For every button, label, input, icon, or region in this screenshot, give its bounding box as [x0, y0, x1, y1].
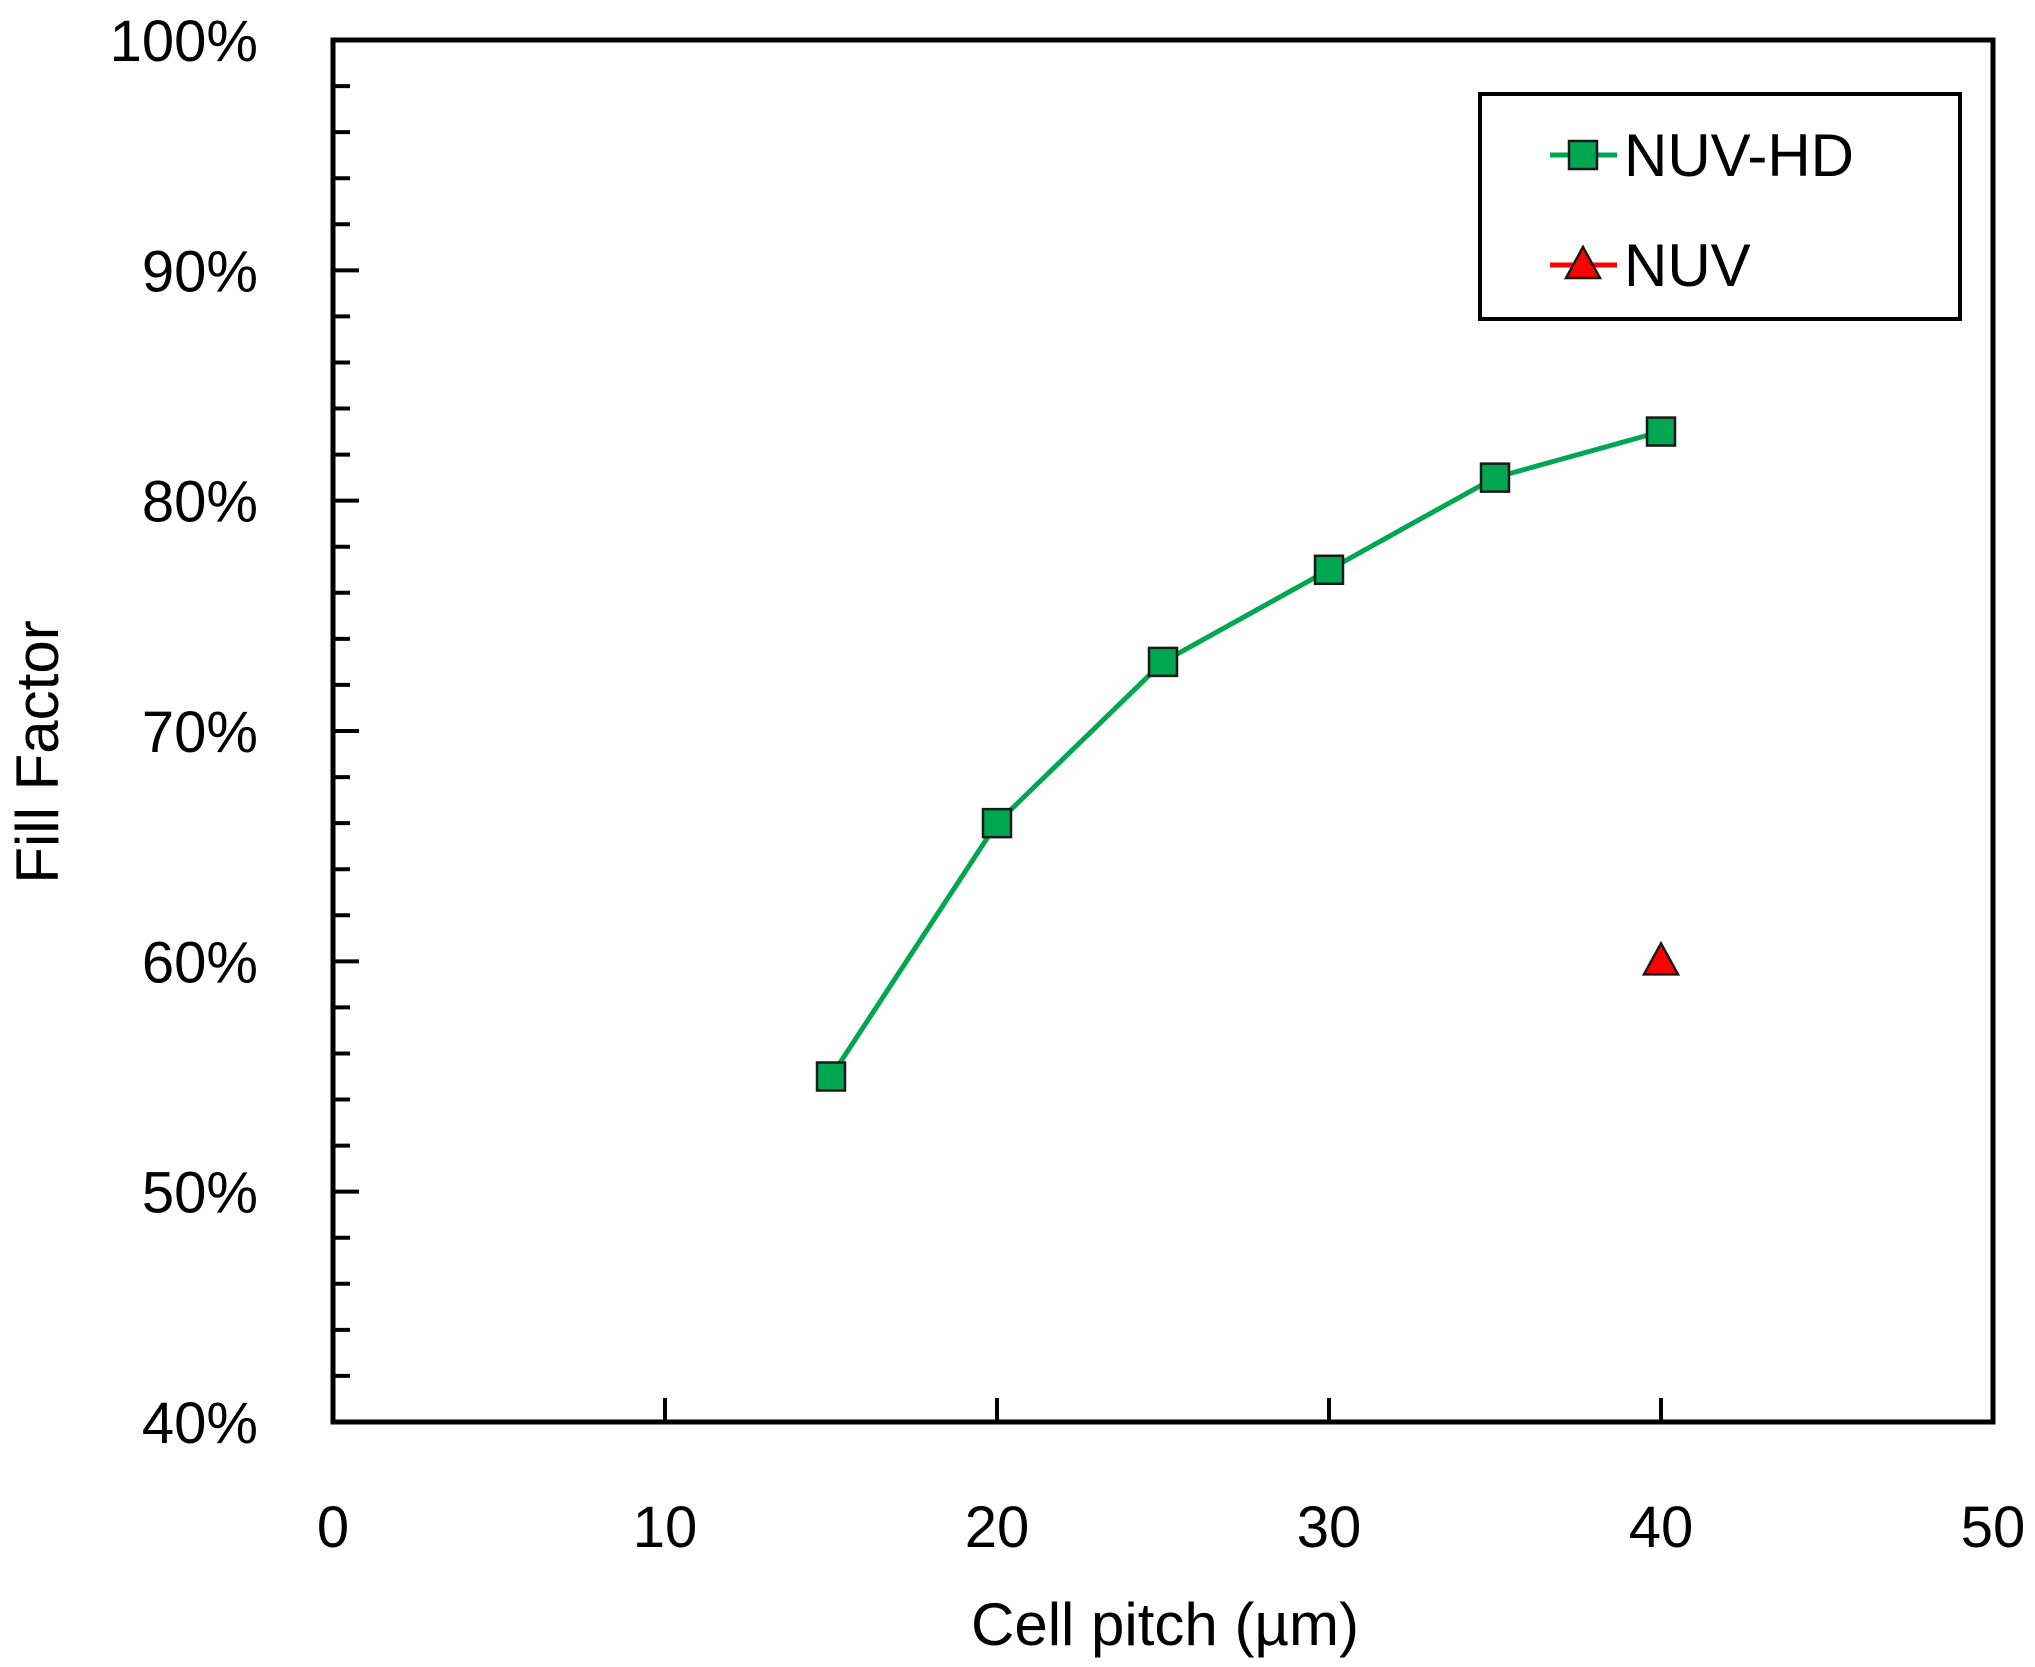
x-tick-label: 10	[633, 1495, 698, 1560]
legend-nuv-marker	[1563, 244, 1603, 280]
legend-nuv-label: NUV	[1624, 232, 1751, 299]
x-tick-label: 30	[1297, 1495, 1362, 1560]
nuv-hd-point	[815, 1061, 847, 1092]
y-tick-label: 90%	[142, 239, 258, 304]
x-axis-title: Cell pitch (µm)	[971, 1591, 1359, 1658]
y-tick-label: 100%	[110, 9, 258, 74]
y-tick-label: 80%	[142, 470, 258, 535]
nuv-hd-line	[828, 429, 1662, 1078]
plot-layer	[330, 37, 1996, 1425]
nuv-point	[1641, 940, 1681, 976]
nuv-hd-point	[981, 807, 1013, 839]
legend-nuv-hd-marker	[1567, 139, 1599, 171]
y-tick-label: 70%	[142, 700, 258, 765]
x-tick-label: 0	[317, 1495, 349, 1560]
y-axis-title: Fill Factor	[4, 620, 71, 883]
x-axis: 0 10 20 30 40 50	[317, 1398, 2025, 1560]
y-tick-label: 40%	[142, 1391, 258, 1456]
legend-nuv-hd-label: NUV-HD	[1624, 122, 1854, 189]
legend: NUV-HD NUV	[1478, 92, 1962, 321]
nuv-hd-point	[1313, 554, 1345, 586]
x-tick-label: 40	[1629, 1495, 1694, 1560]
y-axis: 40% 50% 60% 70% 80% 90% 100%	[110, 9, 359, 1456]
nuv-hd-point	[1147, 646, 1179, 678]
legend-box	[1478, 92, 1962, 321]
x-tick-label: 50	[1961, 1495, 2026, 1560]
y-tick-label: 50%	[142, 1161, 258, 1226]
x-tick-label: 20	[965, 1495, 1030, 1560]
nuv-hd-point	[1479, 462, 1511, 493]
y-tick-label: 60%	[142, 930, 258, 995]
nuv-hd-point	[1645, 416, 1677, 447]
